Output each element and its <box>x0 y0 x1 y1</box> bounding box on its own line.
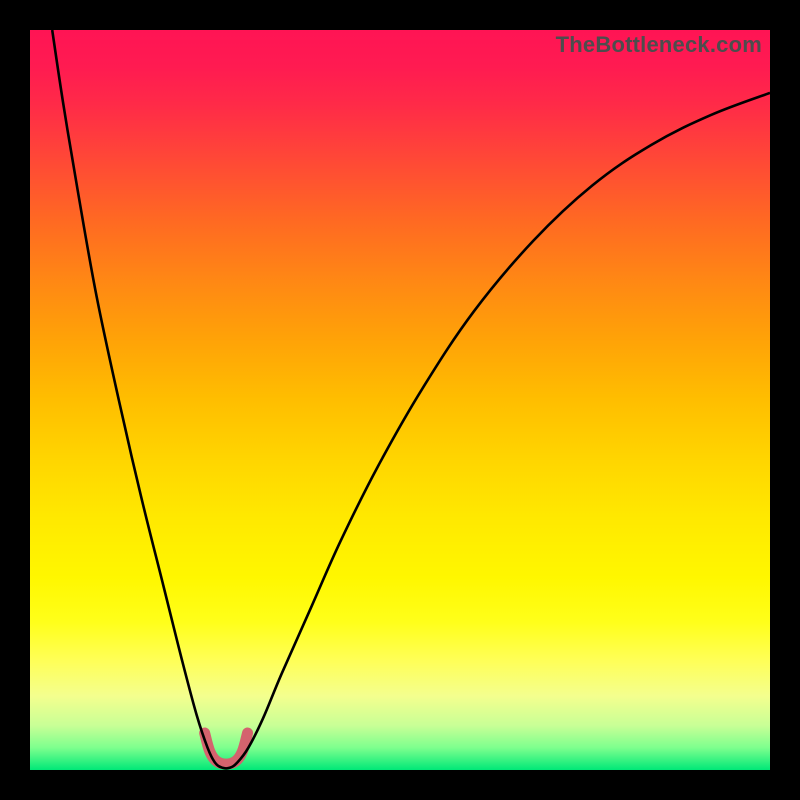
watermark-text: TheBottleneck.com <box>556 32 762 58</box>
plot-area <box>30 30 770 770</box>
bottleneck-v-curve <box>52 30 770 768</box>
chart-frame: TheBottleneck.com <box>0 0 800 800</box>
curve-overlay-svg <box>30 30 770 770</box>
